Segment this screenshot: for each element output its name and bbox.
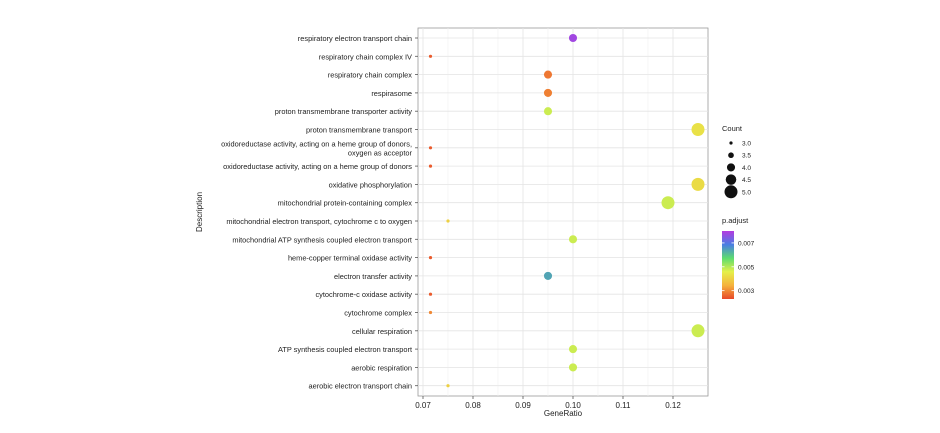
- y-tick-label: ATP synthesis coupled electron transport: [278, 345, 412, 354]
- y-tick-label: proton transmembrane transporter activit…: [275, 107, 413, 116]
- data-point: [691, 324, 705, 338]
- legend-size-key: [724, 185, 738, 199]
- data-point: [543, 88, 553, 97]
- data-point: [568, 345, 578, 354]
- y-tick-label: heme-copper terminal oxidase activity: [288, 254, 412, 263]
- data-point: [446, 384, 450, 388]
- data-point: [568, 33, 578, 43]
- y-tick-label: mitochondrial electron transport, cytoch…: [226, 217, 412, 226]
- legend-size-label: 5.0: [742, 189, 751, 196]
- data-point: [428, 310, 433, 315]
- y-tick-label: respiratory chain complex IV: [319, 52, 412, 61]
- y-tick-label: proton transmembrane transport: [306, 126, 412, 135]
- plot-panel: [417, 27, 709, 397]
- y-tick-label: aerobic respiration: [351, 363, 412, 372]
- legend-colorbar-label: 0.007: [738, 240, 755, 247]
- legend-size-label: 4.0: [742, 165, 751, 172]
- y-tick-label: oxidoreductase activity, acting on a hem…: [223, 162, 412, 171]
- legend-padjust-title: p.adjust: [722, 216, 749, 225]
- legend-colorbar-label: 0.003: [738, 288, 755, 295]
- data-point: [446, 219, 450, 223]
- x-tick-label: 0.08: [465, 401, 481, 410]
- y-tick-label: mitochondrial ATP synthesis coupled elec…: [232, 235, 412, 244]
- y-tick-label: oxidative phosphorylation: [329, 180, 412, 189]
- x-tick-label: 0.09: [515, 401, 531, 410]
- x-tick-label: 0.12: [665, 401, 681, 410]
- y-axis-title: Description: [195, 192, 204, 232]
- data-point: [661, 196, 675, 210]
- y-tick-label: mitochondrial protein-containing complex: [278, 199, 413, 208]
- y-tick-label: cytochrome-c oxidase activity: [315, 290, 412, 299]
- y-tick-label: electron transfer activity: [334, 272, 412, 281]
- y-tick-label: cellular respiration: [352, 327, 412, 336]
- y-tick-label: respiratory chain complex: [328, 71, 413, 80]
- data-point: [568, 363, 578, 372]
- data-point: [543, 271, 553, 280]
- data-point: [691, 123, 705, 136]
- x-tick-label: 0.07: [415, 401, 431, 410]
- y-tick-label: cytochrome complex: [344, 309, 412, 318]
- legend-size-key: [729, 141, 733, 145]
- legend-size-label: 3.5: [742, 153, 751, 160]
- x-axis-title: GeneRatio: [544, 409, 583, 418]
- legend-colorbar: [722, 231, 734, 299]
- data-point: [428, 256, 433, 260]
- legend-count-title: Count: [722, 124, 743, 133]
- data-point: [428, 164, 433, 168]
- y-tick-label: oxidoreductase activity, acting on a hem…: [221, 139, 412, 157]
- y-tick-label: respiratory electron transport chain: [298, 34, 412, 43]
- legend-colorbar-label: 0.005: [738, 264, 755, 271]
- data-point: [428, 54, 433, 58]
- legend-size-key: [728, 152, 734, 159]
- legend-size-label: 3.0: [742, 141, 751, 148]
- legend-size-key: [726, 163, 736, 172]
- y-tick-label: respirasome: [371, 89, 412, 98]
- data-point: [543, 70, 553, 79]
- data-point: [568, 235, 578, 244]
- y-tick-label: aerobic electron transport chain: [308, 382, 412, 391]
- x-tick-label: 0.10: [565, 401, 581, 410]
- data-point: [543, 107, 553, 116]
- x-tick-label: 0.11: [616, 401, 632, 410]
- data-point: [428, 292, 433, 296]
- legend-size-key: [725, 174, 737, 185]
- legend-size-label: 4.5: [742, 177, 751, 184]
- data-point: [428, 146, 433, 150]
- data-point: [691, 177, 705, 191]
